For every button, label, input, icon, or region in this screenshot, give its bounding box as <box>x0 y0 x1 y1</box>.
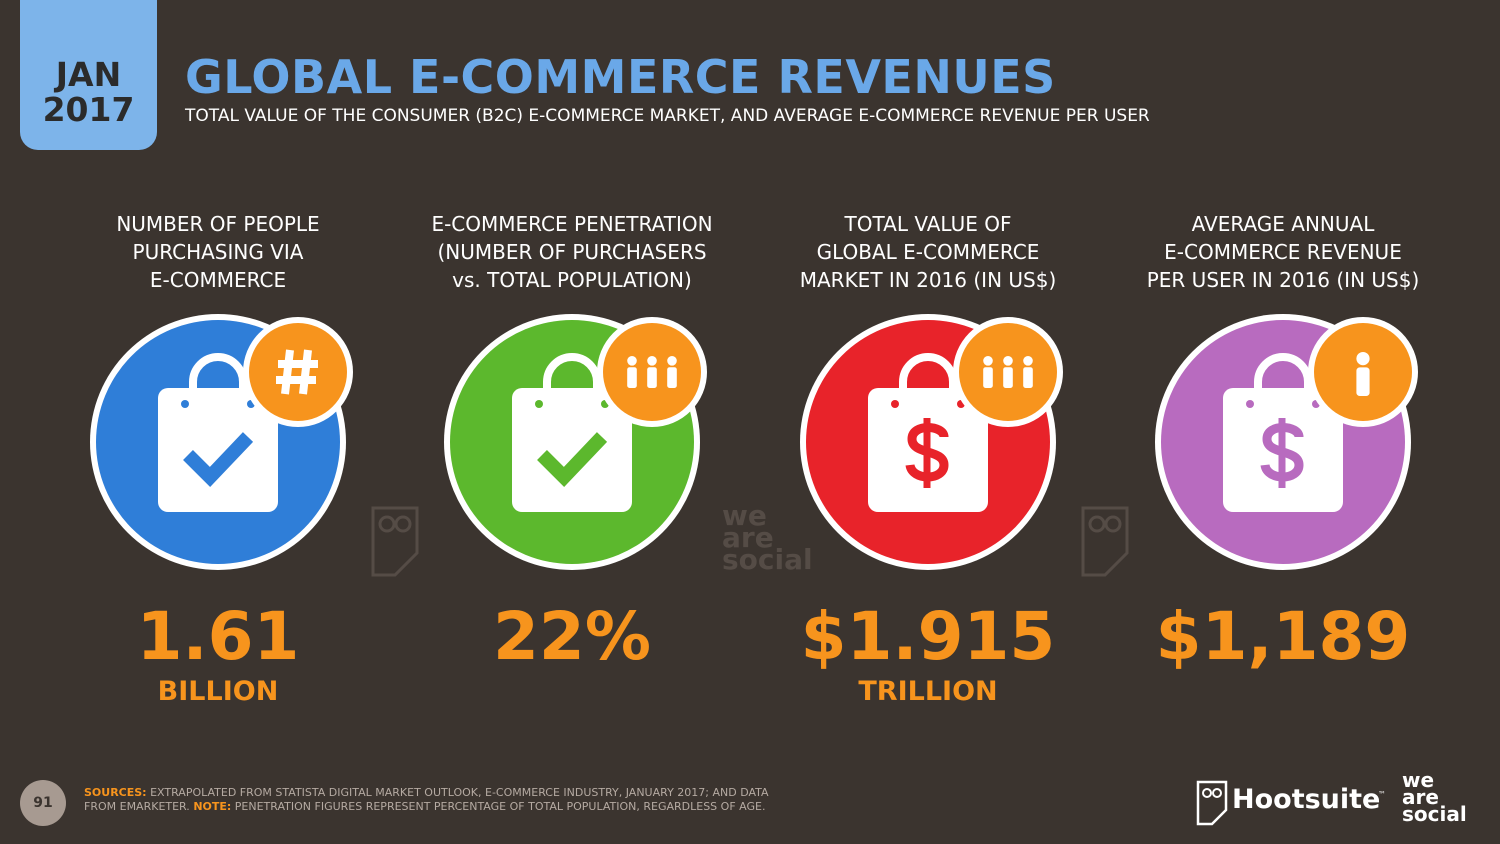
badge-circle <box>249 323 347 421</box>
bag-hole <box>535 400 543 408</box>
stat-label: AVERAGE ANNUAL E-COMMERCE REVENUE PER USER… <box>1113 210 1453 294</box>
person-head <box>983 356 993 366</box>
bag-hole <box>1246 400 1254 408</box>
label-line: vs. TOTAL POPULATION) <box>452 268 692 292</box>
person-head <box>1003 356 1013 366</box>
stat-label: NUMBER OF PEOPLE PURCHASING VIA E-COMMERCE <box>48 210 388 294</box>
watermark: we are social <box>722 499 813 576</box>
logo-line: are <box>1402 785 1439 809</box>
stat-unit: BILLION <box>157 676 279 707</box>
stat-value: 1.61 <box>136 598 300 675</box>
bag <box>512 388 632 512</box>
title: GLOBAL E-COMMERCE REVENUES <box>185 50 1056 104</box>
stat-unit: TRILLION <box>858 676 998 707</box>
person-body <box>983 367 993 388</box>
owl-eye <box>378 515 396 533</box>
owl-watermark <box>1081 506 1129 577</box>
hootsuite-logo: Hootsuite <box>1232 784 1381 815</box>
bag-handle <box>1254 353 1312 392</box>
person-body <box>1003 367 1013 388</box>
label-line: PURCHASING VIA <box>132 240 304 264</box>
date-badge: JAN 2017 <box>20 0 157 150</box>
watermark-line: social <box>722 543 813 576</box>
logo-line: we <box>1402 768 1435 792</box>
page-number: 91 <box>20 780 66 826</box>
bag-handle <box>189 353 247 392</box>
bag-handle <box>899 353 957 392</box>
stat-value: $1,189 <box>1155 598 1411 675</box>
label-line: TOTAL VALUE OF <box>844 212 1012 236</box>
owl-eye <box>1088 515 1106 533</box>
note-key: NOTE: <box>193 800 232 813</box>
hootsuite-owl <box>1196 780 1228 826</box>
subtitle: TOTAL VALUE OF THE CONSUMER (B2C) E-COMM… <box>185 106 1150 126</box>
owl-eye <box>1104 515 1122 533</box>
label-line: MARKET IN 2016 (IN US$) <box>799 268 1057 292</box>
bag-hole <box>891 400 899 408</box>
stat-value: $1.915 <box>800 598 1056 675</box>
owl-watermark <box>371 506 419 577</box>
check <box>183 432 254 488</box>
sources: EXTRAPOLATED FROM STATISTA DIGITAL MARKE… <box>84 786 769 813</box>
label-line: E-COMMERCE PENETRATION <box>431 212 713 236</box>
person-body <box>1023 367 1033 388</box>
person-body <box>627 367 637 388</box>
stat-label: E-COMMERCE PENETRATION (NUMBER OF PURCHAS… <box>402 210 742 294</box>
person-head <box>667 356 677 366</box>
label-line: AVERAGE ANNUAL <box>1191 212 1375 236</box>
badge-year: 2017 <box>42 90 135 129</box>
person-head <box>647 356 657 366</box>
person-head <box>1356 352 1370 366</box>
watermark-line: we <box>722 499 767 532</box>
trademark: ™ <box>1378 790 1386 799</box>
person-body <box>1356 367 1370 396</box>
label-line: GLOBAL E-COMMERCE <box>816 240 1040 264</box>
owl-eye <box>394 515 412 533</box>
we-are-social-logo: we are social <box>1402 768 1467 826</box>
person-head <box>627 356 637 366</box>
stat-value: 22% <box>493 598 651 675</box>
label-line: (NUMBER OF PURCHASERS <box>437 240 707 264</box>
hash <box>276 349 318 395</box>
person-body <box>647 367 657 388</box>
logo-line: social <box>1402 802 1467 826</box>
person-body <box>667 367 677 388</box>
bag <box>158 388 278 512</box>
note: PENETRATION FIGURES REPRESENT PERCENTAGE… <box>234 800 766 813</box>
bag-hole <box>181 400 189 408</box>
bag-handle <box>543 353 601 392</box>
badge-month: JAN <box>55 55 122 94</box>
label-line: NUMBER OF PEOPLE <box>116 212 320 236</box>
stat-label: TOTAL VALUE OF GLOBAL E-COMMERCE MARKET IN… <box>758 210 1098 294</box>
label-line: E-COMMERCE <box>149 268 287 292</box>
footnote: SOURCES: EXTRAPOLATED FROM STATISTA DIGI… <box>84 786 804 814</box>
sources-key: SOURCES: <box>84 786 147 799</box>
label-line: E-COMMERCE REVENUE <box>1164 240 1402 264</box>
person-head <box>1023 356 1033 366</box>
owl-eye <box>1202 788 1212 798</box>
watermark-line: are <box>722 521 774 554</box>
label-line: PER USER IN 2016 (IN US$) <box>1146 268 1420 292</box>
check <box>537 432 608 488</box>
owl-eye <box>1212 788 1222 798</box>
